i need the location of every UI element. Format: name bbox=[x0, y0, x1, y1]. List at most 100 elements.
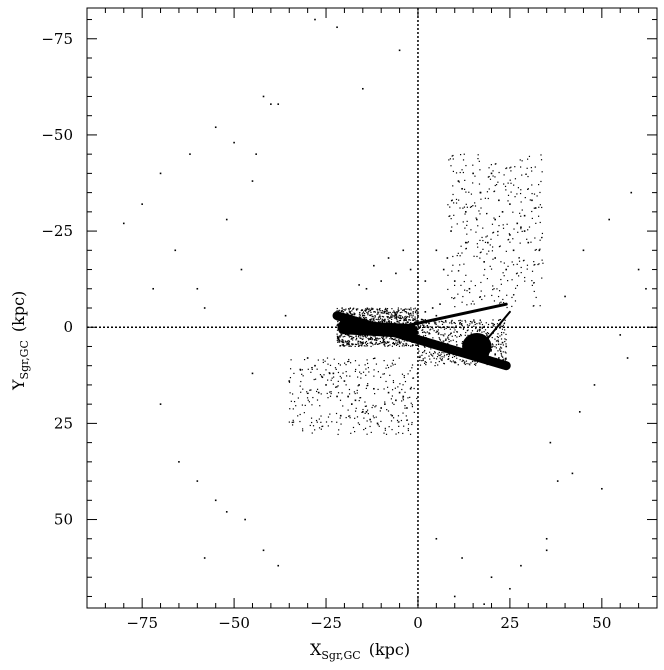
halo-point bbox=[421, 354, 423, 356]
halo-point bbox=[422, 359, 424, 361]
halo-point bbox=[391, 314, 393, 316]
data-point bbox=[450, 230, 452, 232]
halo-point bbox=[386, 312, 388, 315]
halo-point bbox=[497, 343, 500, 345]
halo-point bbox=[435, 362, 437, 364]
halo-point bbox=[398, 332, 400, 334]
halo-point bbox=[439, 357, 441, 359]
halo-point bbox=[376, 332, 378, 335]
halo-point bbox=[511, 305, 513, 308]
halo-point bbox=[346, 375, 348, 377]
data-point bbox=[369, 418, 371, 421]
halo-point bbox=[341, 392, 343, 394]
halo-point bbox=[475, 351, 477, 353]
halo-point bbox=[488, 175, 490, 178]
data-point bbox=[358, 384, 360, 386]
halo-point bbox=[410, 307, 412, 309]
halo-point bbox=[479, 252, 481, 254]
halo-point bbox=[344, 309, 346, 311]
data-point bbox=[321, 376, 324, 379]
halo-point bbox=[414, 323, 417, 326]
halo-point bbox=[377, 424, 379, 426]
halo-point bbox=[493, 325, 495, 327]
halo-point bbox=[489, 265, 491, 267]
halo-point bbox=[387, 313, 389, 315]
halo-point bbox=[343, 362, 346, 364]
data-point bbox=[244, 518, 246, 521]
halo-point bbox=[336, 313, 338, 315]
halo-point bbox=[349, 415, 351, 417]
halo-point bbox=[376, 332, 378, 334]
halo-point bbox=[452, 264, 454, 266]
halo-point bbox=[380, 376, 382, 378]
halo-point bbox=[494, 176, 496, 178]
halo-point bbox=[399, 328, 401, 331]
halo-point bbox=[397, 335, 399, 337]
halo-point bbox=[505, 357, 507, 359]
halo-point bbox=[395, 433, 397, 435]
halo-point bbox=[514, 178, 517, 180]
halo-point bbox=[302, 388, 304, 390]
halo-point bbox=[506, 294, 508, 296]
halo-point bbox=[498, 215, 501, 218]
halo-point bbox=[417, 325, 420, 327]
halo-point bbox=[388, 311, 390, 314]
halo-point bbox=[384, 340, 386, 343]
halo-point bbox=[464, 289, 466, 291]
halo-point bbox=[299, 420, 301, 423]
halo-point bbox=[356, 321, 358, 323]
halo-point bbox=[465, 331, 467, 334]
halo-point bbox=[412, 315, 414, 317]
halo-point bbox=[466, 356, 468, 358]
halo-point bbox=[495, 163, 497, 165]
halo-point bbox=[447, 274, 449, 276]
halo-point bbox=[503, 363, 505, 365]
halo-point bbox=[466, 341, 468, 343]
halo-point bbox=[366, 307, 368, 309]
halo-point bbox=[425, 364, 427, 366]
halo-point bbox=[472, 350, 475, 352]
halo-point bbox=[520, 228, 522, 230]
data-point bbox=[476, 218, 478, 221]
halo-point bbox=[395, 338, 397, 340]
halo-point bbox=[453, 322, 455, 324]
halo-point bbox=[490, 363, 492, 365]
halo-point bbox=[389, 374, 391, 376]
halo-point bbox=[340, 329, 342, 331]
halo-point bbox=[460, 334, 462, 337]
halo-point bbox=[447, 348, 450, 350]
data-point bbox=[439, 303, 441, 305]
data-point bbox=[384, 403, 386, 405]
halo-point bbox=[425, 340, 427, 342]
halo-point bbox=[338, 330, 341, 332]
halo-point bbox=[382, 320, 384, 322]
data-point bbox=[487, 241, 489, 244]
halo-point bbox=[471, 322, 473, 324]
halo-point bbox=[405, 415, 407, 417]
halo-point bbox=[473, 341, 475, 343]
halo-point bbox=[474, 337, 477, 339]
halo-point bbox=[487, 352, 489, 354]
halo-point bbox=[404, 327, 406, 330]
halo-point bbox=[338, 311, 340, 313]
halo-point bbox=[381, 320, 384, 323]
halo-point bbox=[475, 231, 477, 233]
halo-point bbox=[372, 325, 374, 327]
data-point bbox=[299, 368, 302, 371]
halo-point bbox=[397, 432, 400, 434]
halo-point bbox=[463, 327, 465, 329]
halo-point bbox=[416, 328, 419, 331]
halo-point bbox=[533, 282, 535, 284]
halo-point bbox=[402, 322, 404, 325]
halo-point bbox=[397, 309, 399, 311]
halo-point bbox=[407, 330, 409, 332]
halo-point bbox=[330, 392, 332, 395]
halo-point bbox=[478, 183, 481, 185]
halo-point bbox=[509, 241, 511, 243]
halo-point bbox=[343, 308, 345, 311]
halo-point bbox=[356, 332, 358, 334]
halo-point bbox=[405, 325, 408, 327]
halo-point bbox=[410, 321, 412, 324]
halo-point bbox=[351, 313, 353, 315]
halo-point bbox=[503, 262, 505, 264]
